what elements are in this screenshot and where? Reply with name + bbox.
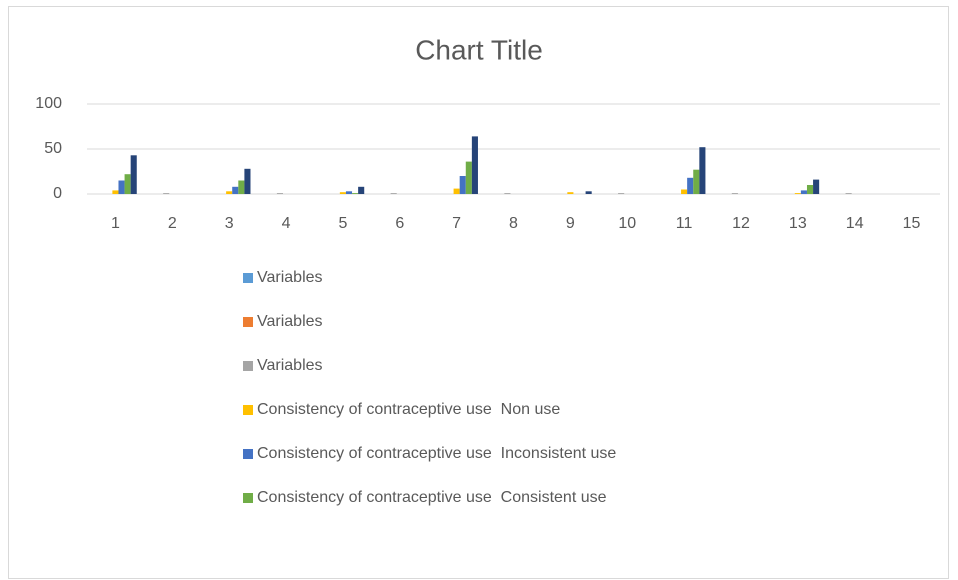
bar	[687, 177, 694, 194]
x-tick-label: 10	[618, 215, 636, 232]
legend-swatch	[243, 493, 253, 503]
bar	[276, 193, 283, 194]
y-tick-label: 50	[44, 140, 62, 157]
legend-swatch	[243, 405, 253, 415]
x-tick-label: 1	[111, 215, 120, 232]
legend-label: Variables	[257, 313, 323, 330]
bar	[226, 191, 233, 194]
bar	[806, 185, 814, 194]
bar	[358, 186, 365, 194]
legend-swatch	[243, 317, 253, 327]
x-tick-label: 3	[225, 215, 234, 232]
bar	[465, 161, 472, 194]
bar	[118, 180, 125, 194]
legend-label: Variables	[257, 269, 323, 286]
x-tick-label: 14	[846, 215, 864, 232]
legend-label: Consistency of contraceptive use Inconsi…	[257, 445, 616, 462]
legend-label: Variables	[257, 357, 323, 374]
legend-swatch	[243, 449, 253, 459]
x-tick-label: 12	[732, 215, 750, 232]
x-tick-label: 4	[282, 215, 291, 232]
bar	[112, 190, 119, 194]
bar	[339, 192, 346, 194]
bar	[845, 193, 852, 194]
legend-swatch	[243, 273, 253, 283]
bar	[504, 193, 511, 194]
x-tick-label: 7	[452, 215, 461, 232]
y-tick-label: 100	[35, 95, 62, 112]
bar	[345, 191, 353, 194]
bar	[352, 193, 359, 194]
x-tick-label: 5	[338, 215, 347, 232]
x-tick-label: 9	[566, 215, 575, 232]
bar	[731, 193, 738, 194]
bar	[244, 168, 251, 194]
bar	[124, 174, 131, 194]
x-tick-label: 13	[789, 215, 807, 232]
legend-swatch	[243, 361, 253, 371]
bar	[232, 186, 239, 194]
legend-label: Consistency of contraceptive use Consist…	[257, 489, 607, 506]
bar	[130, 155, 137, 194]
bar	[238, 180, 245, 194]
bar	[459, 176, 466, 194]
bar	[813, 179, 820, 194]
x-tick-label: 2	[168, 215, 177, 232]
bar	[693, 169, 700, 194]
bar	[453, 188, 460, 194]
bar	[800, 190, 807, 194]
bar	[471, 136, 478, 194]
bar	[567, 192, 574, 194]
x-tick-label: 6	[395, 215, 404, 232]
bar	[618, 193, 625, 194]
bar	[681, 189, 688, 194]
bar	[163, 193, 170, 194]
x-tick-label: 8	[509, 215, 518, 232]
x-tick-label: 15	[903, 215, 921, 232]
x-tick-label: 11	[676, 215, 693, 232]
chart-border	[8, 6, 949, 579]
bar	[390, 193, 397, 194]
chart-title: Chart Title	[415, 34, 543, 65]
y-tick-label: 0	[53, 185, 62, 202]
bar	[699, 147, 706, 194]
bar	[585, 191, 592, 194]
legend-label: Consistency of contraceptive use Non use	[257, 401, 560, 418]
bar	[794, 193, 801, 194]
